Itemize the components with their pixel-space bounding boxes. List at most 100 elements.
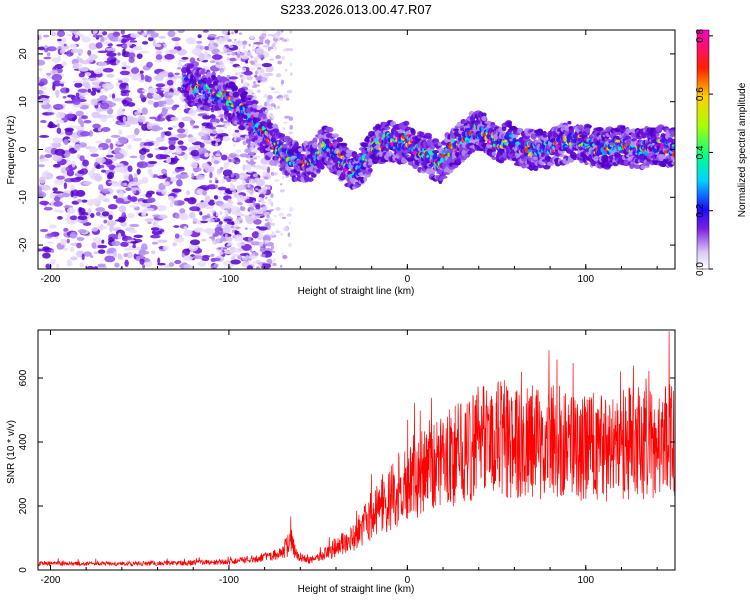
noise-blob xyxy=(79,104,89,110)
noise-blob xyxy=(219,204,223,208)
noise-blob xyxy=(209,218,215,223)
noise-blob xyxy=(120,82,129,86)
noise-blob xyxy=(238,248,244,251)
noise-blob xyxy=(61,192,70,198)
chart-title: S233.2026.013.00.47.R07 xyxy=(280,2,432,17)
noise-blob xyxy=(238,32,243,35)
noise-blob xyxy=(68,125,80,129)
noise-blob xyxy=(279,264,283,268)
noise-blob xyxy=(214,177,218,181)
noise-blob xyxy=(170,116,179,122)
noise-blob xyxy=(256,89,261,93)
noise-blob xyxy=(117,216,126,223)
noise-blob xyxy=(87,88,92,93)
noise-blob xyxy=(44,170,49,174)
noise-blob xyxy=(42,34,50,38)
noise-blob xyxy=(167,30,176,38)
noise-blob xyxy=(231,212,238,215)
noise-blob xyxy=(141,41,149,45)
ridge-halo-blob xyxy=(219,113,225,118)
noise-blob xyxy=(81,253,85,261)
noise-blob xyxy=(211,155,215,158)
noise-blob xyxy=(100,169,107,173)
noise-blob xyxy=(223,34,230,40)
noise-blob xyxy=(168,262,175,267)
ridge-halo-blob xyxy=(655,132,660,137)
noise-blob xyxy=(221,30,228,35)
ridge-halo-blob xyxy=(432,149,440,154)
noise-blob xyxy=(122,108,126,112)
noise-blob xyxy=(120,30,125,35)
noise-blob xyxy=(60,166,68,174)
noise-blob xyxy=(231,253,239,257)
noise-blob xyxy=(75,110,84,117)
noise-blob xyxy=(139,93,144,99)
noise-blob xyxy=(239,174,245,179)
noise-blob xyxy=(162,181,170,186)
noise-blob xyxy=(164,97,174,106)
noise-blob xyxy=(202,30,209,33)
noise-blob xyxy=(217,186,227,191)
noise-blob xyxy=(187,197,197,205)
noise-blob xyxy=(174,212,180,219)
noise-blob xyxy=(143,141,154,147)
noise-blob xyxy=(125,187,132,192)
noise-blob xyxy=(128,174,133,181)
noise-blob xyxy=(166,115,171,122)
noise-blob xyxy=(288,221,292,225)
noise-blob xyxy=(275,230,281,233)
noise-blob xyxy=(189,137,198,143)
ridge-halo-blob xyxy=(453,128,460,132)
noise-blob xyxy=(48,224,57,229)
noise-blob xyxy=(167,127,173,131)
noise-blob xyxy=(51,57,61,63)
ridge-halo-blob xyxy=(537,128,543,134)
noise-blob xyxy=(138,248,146,257)
noise-blob xyxy=(198,53,206,60)
noise-blob xyxy=(224,165,229,168)
noise-blob xyxy=(87,208,92,216)
noise-blob xyxy=(117,253,122,260)
noise-blob xyxy=(221,245,224,251)
noise-blob xyxy=(246,89,253,97)
noise-blob xyxy=(114,152,125,160)
noise-blob xyxy=(177,30,186,34)
noise-blob xyxy=(242,179,247,186)
noise-blob xyxy=(192,125,200,129)
noise-blob xyxy=(52,103,64,111)
noise-blob xyxy=(213,263,218,269)
noise-blob xyxy=(39,228,49,233)
noise-blob xyxy=(150,32,159,38)
noise-blob xyxy=(95,42,103,49)
noise-blob xyxy=(183,263,192,269)
noise-blob xyxy=(261,186,267,194)
noise-blob xyxy=(126,41,133,46)
noise-blob xyxy=(59,48,66,54)
noise-blob xyxy=(63,151,71,158)
noise-blob xyxy=(213,136,217,140)
noise-blob xyxy=(40,184,51,191)
noise-blob xyxy=(259,39,263,44)
noise-blob xyxy=(95,211,101,216)
noise-blob xyxy=(67,138,77,142)
noise-blob xyxy=(215,184,219,188)
noise-blob xyxy=(259,247,266,253)
noise-blob xyxy=(221,179,226,184)
noise-blob xyxy=(176,66,182,70)
noise-blob xyxy=(139,258,145,265)
noise-blob xyxy=(129,196,138,202)
noise-blob xyxy=(105,138,112,144)
noise-blob xyxy=(277,37,281,42)
noise-blob xyxy=(263,94,268,98)
noise-blob xyxy=(218,251,224,255)
noise-blob xyxy=(88,77,99,81)
noise-blob xyxy=(231,31,234,35)
noise-blob xyxy=(133,201,144,205)
noise-blob xyxy=(125,120,131,127)
noise-blob xyxy=(126,102,136,107)
noise-blob xyxy=(97,61,108,67)
noise-blob xyxy=(210,215,214,219)
noise-blob xyxy=(64,127,74,132)
ridge-halo-blob xyxy=(214,107,222,111)
